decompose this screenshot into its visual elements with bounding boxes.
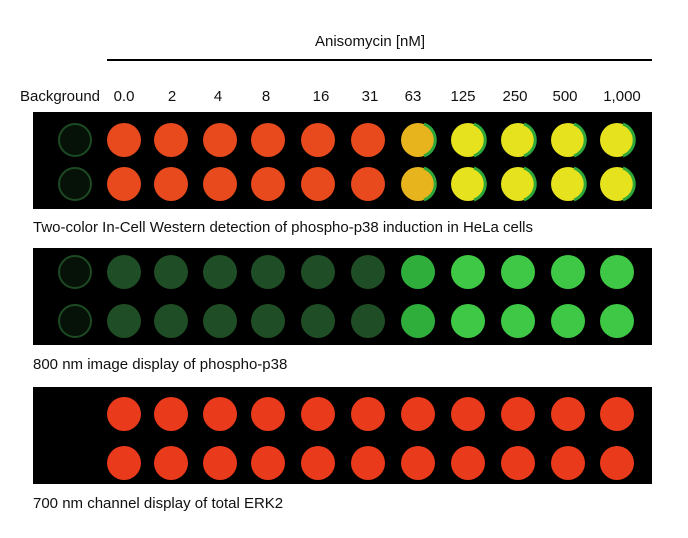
well <box>501 397 535 431</box>
well <box>203 255 237 289</box>
well <box>551 304 585 338</box>
well <box>451 123 485 157</box>
panel-caption: 700 nm channel display of total ERK2 <box>33 495 283 512</box>
well <box>551 397 585 431</box>
well <box>301 123 335 157</box>
well <box>451 304 485 338</box>
well <box>107 304 141 338</box>
header-title: Anisomycin [nM] <box>315 33 425 50</box>
well <box>351 397 385 431</box>
well <box>107 123 141 157</box>
panel-caption: Two-color In-Cell Western detection of p… <box>33 219 533 236</box>
well <box>451 397 485 431</box>
well <box>351 304 385 338</box>
well <box>107 167 141 201</box>
well <box>301 397 335 431</box>
well <box>58 304 92 338</box>
well <box>401 397 435 431</box>
well <box>351 123 385 157</box>
well-edge <box>573 122 587 158</box>
well <box>58 123 92 157</box>
column-label: 16 <box>313 88 330 105</box>
column-label: 8 <box>262 88 270 105</box>
well <box>203 397 237 431</box>
well <box>154 304 188 338</box>
well <box>501 167 535 201</box>
well <box>58 255 92 289</box>
well <box>203 446 237 480</box>
well <box>301 446 335 480</box>
well-edge <box>473 166 487 202</box>
well <box>107 397 141 431</box>
well <box>154 123 188 157</box>
well <box>154 255 188 289</box>
well <box>551 123 585 157</box>
well <box>600 123 634 157</box>
well <box>401 167 435 201</box>
well <box>401 255 435 289</box>
column-label: 125 <box>450 88 475 105</box>
column-label: 4 <box>214 88 222 105</box>
column-label: 0.0 <box>114 88 135 105</box>
well <box>154 446 188 480</box>
well <box>203 167 237 201</box>
well <box>600 304 634 338</box>
well <box>401 446 435 480</box>
well <box>401 123 435 157</box>
well <box>58 167 92 201</box>
well <box>600 446 634 480</box>
well <box>451 167 485 201</box>
column-label: 250 <box>502 88 527 105</box>
well <box>600 397 634 431</box>
well <box>600 255 634 289</box>
column-label: 2 <box>168 88 176 105</box>
panel-caption: 800 nm image display of phospho-p38 <box>33 356 287 373</box>
well-edge <box>473 122 487 158</box>
well <box>203 304 237 338</box>
well <box>251 123 285 157</box>
column-label: 1,000 <box>603 88 641 105</box>
well <box>600 167 634 201</box>
well <box>154 397 188 431</box>
well-edge <box>423 166 437 202</box>
well <box>251 167 285 201</box>
well <box>501 123 535 157</box>
well <box>451 446 485 480</box>
well <box>107 255 141 289</box>
column-label: Background <box>20 88 100 105</box>
well <box>301 167 335 201</box>
well <box>203 123 237 157</box>
well <box>251 446 285 480</box>
column-label: 63 <box>405 88 422 105</box>
well-edge <box>622 122 636 158</box>
well <box>501 304 535 338</box>
well-edge <box>423 122 437 158</box>
well <box>107 446 141 480</box>
well <box>451 255 485 289</box>
well <box>551 255 585 289</box>
well <box>551 167 585 201</box>
well <box>301 255 335 289</box>
well <box>301 304 335 338</box>
well <box>251 304 285 338</box>
well <box>501 446 535 480</box>
well <box>501 255 535 289</box>
well-edge <box>523 122 537 158</box>
column-label: 31 <box>362 88 379 105</box>
well <box>251 255 285 289</box>
well <box>154 167 188 201</box>
well <box>551 446 585 480</box>
well-edge <box>523 166 537 202</box>
well-edge <box>573 166 587 202</box>
column-label: 500 <box>552 88 577 105</box>
well <box>351 255 385 289</box>
well <box>351 446 385 480</box>
well <box>251 397 285 431</box>
well <box>401 304 435 338</box>
well-edge <box>622 166 636 202</box>
well <box>351 167 385 201</box>
